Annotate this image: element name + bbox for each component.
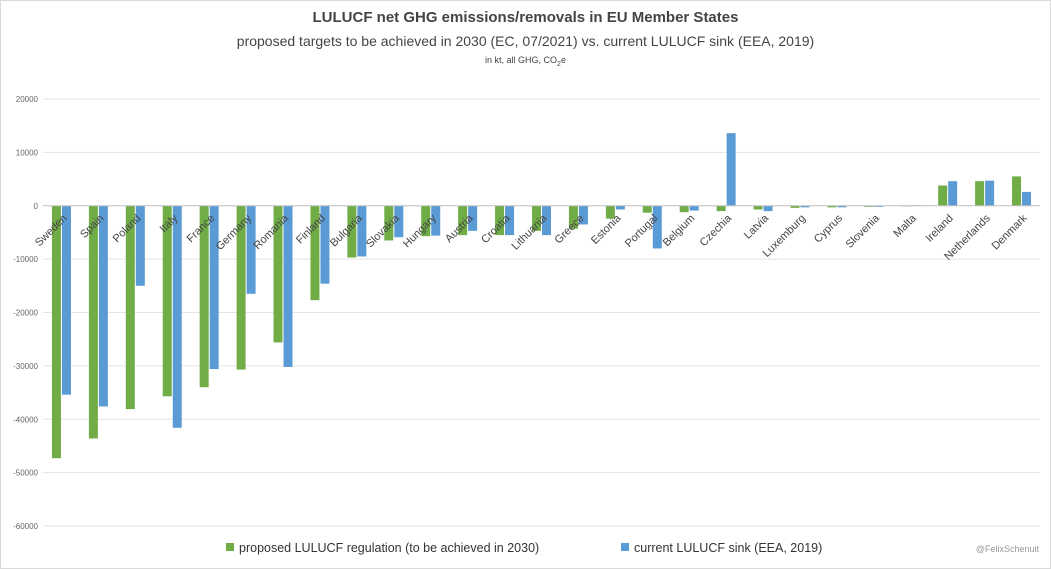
category-label: Latvia — [742, 212, 772, 242]
bar-regulation — [310, 205, 320, 301]
bar-regulation — [199, 205, 209, 388]
chart-subtitle: proposed targets to be achieved in 2030 … — [236, 33, 815, 49]
unit-suffix: e — [560, 55, 566, 65]
bar-sink — [652, 205, 662, 249]
bar-regulation — [864, 205, 874, 207]
category-label: Ireland — [924, 212, 956, 244]
legend-swatch-regulation — [226, 543, 234, 551]
y-tick-label: -60000 — [13, 522, 38, 531]
y-tick-label: 0 — [34, 202, 39, 211]
bar-sink — [209, 205, 219, 370]
legend: proposed LULUCF regulation (to be achiev… — [0, 541, 1051, 559]
bar-sink — [172, 205, 182, 428]
bar-regulation — [125, 205, 135, 410]
bars — [51, 133, 1032, 459]
bar-regulation — [1012, 176, 1022, 206]
bar-sink — [726, 133, 736, 206]
bar-regulation — [51, 205, 61, 459]
bar-sink — [394, 205, 404, 238]
bar-sink — [985, 180, 995, 206]
bar-sink — [689, 205, 699, 211]
bar-regulation — [273, 205, 283, 343]
category-label: Belgium — [661, 212, 698, 249]
bar-regulation — [827, 205, 837, 208]
bar-sink — [505, 205, 515, 236]
unit-subscript: 2 — [557, 60, 561, 68]
chart-unit: in kt, all GHG, CO2e — [0, 55, 1051, 68]
bar-sink — [357, 205, 367, 257]
bar-sink — [948, 181, 958, 206]
category-label: Cyprus — [812, 212, 845, 245]
y-tick-label: 10000 — [16, 148, 39, 157]
bar-regulation — [347, 205, 357, 258]
bar-regulation — [532, 205, 541, 231]
bar-sink — [837, 205, 847, 208]
legend-item-sink: current LULUCF sink (EEA, 2019) — [621, 541, 822, 555]
chart-title: LULUCF net GHG emissions/removals in EU … — [312, 9, 739, 26]
legend-label-regulation: proposed LULUCF regulation (to be achiev… — [239, 541, 540, 555]
legend-item-regulation: proposed LULUCF regulation (to be achiev… — [226, 541, 539, 555]
legend-swatch-sink — [621, 543, 629, 551]
bar-sink — [431, 205, 441, 236]
unit-prefix: in kt, all GHG, CO — [485, 55, 558, 65]
bar-regulation — [716, 205, 726, 212]
bar-regulation — [384, 205, 394, 241]
bar-regulation — [605, 205, 615, 219]
y-tick-label: -20000 — [13, 309, 38, 318]
category-label: Czechia — [698, 212, 735, 249]
category-labels: Sweden Spain Poland Italy FranceGermanyRoman… — [33, 212, 1030, 263]
bar-regulation — [938, 185, 948, 206]
gridlines — [43, 98, 1040, 527]
bar-regulation — [790, 205, 800, 208]
bar-regulation — [642, 205, 652, 213]
y-tick-label: -50000 — [13, 469, 38, 478]
bar-sink — [578, 205, 588, 225]
bar-regulation — [162, 205, 172, 397]
bar-sink — [874, 205, 884, 207]
bar-sink — [542, 205, 551, 236]
bar-sink — [61, 205, 71, 395]
bar-regulation — [568, 205, 578, 229]
bar-sink — [468, 205, 478, 231]
credit-text: @FelixSchenuit — [975, 544, 1039, 554]
bar-sink — [98, 205, 108, 407]
bar-sink — [800, 205, 810, 208]
y-tick-label: -10000 — [13, 255, 38, 264]
bar-sink — [320, 205, 330, 284]
bar-sink — [1022, 191, 1032, 206]
category-label: Denmark — [990, 212, 1030, 252]
bar-regulation — [679, 205, 689, 213]
bar-regulation — [421, 205, 431, 237]
bar-regulation — [88, 205, 98, 439]
bar-sink — [135, 205, 145, 286]
bar-sink — [283, 205, 293, 367]
category-label: Slovenia — [844, 212, 883, 251]
legend-label-sink: current LULUCF sink (EEA, 2019) — [634, 541, 823, 555]
y-tick-label: -30000 — [13, 362, 38, 371]
bar-sink — [763, 205, 773, 212]
bar-regulation — [975, 181, 985, 206]
y-axis-ticks: 20000 10000 0 -10000 -20000 -30000 -40000 -5000… — [13, 95, 38, 531]
bar-regulation — [236, 205, 246, 370]
bar-sink — [246, 205, 256, 294]
bar-regulation — [495, 205, 505, 236]
bar-regulation — [753, 205, 763, 210]
bar-regulation — [458, 205, 468, 236]
category-label: Malta — [891, 212, 919, 240]
y-tick-label: -40000 — [13, 415, 38, 424]
y-tick-label: 20000 — [16, 95, 39, 104]
bar-sink — [615, 205, 625, 210]
